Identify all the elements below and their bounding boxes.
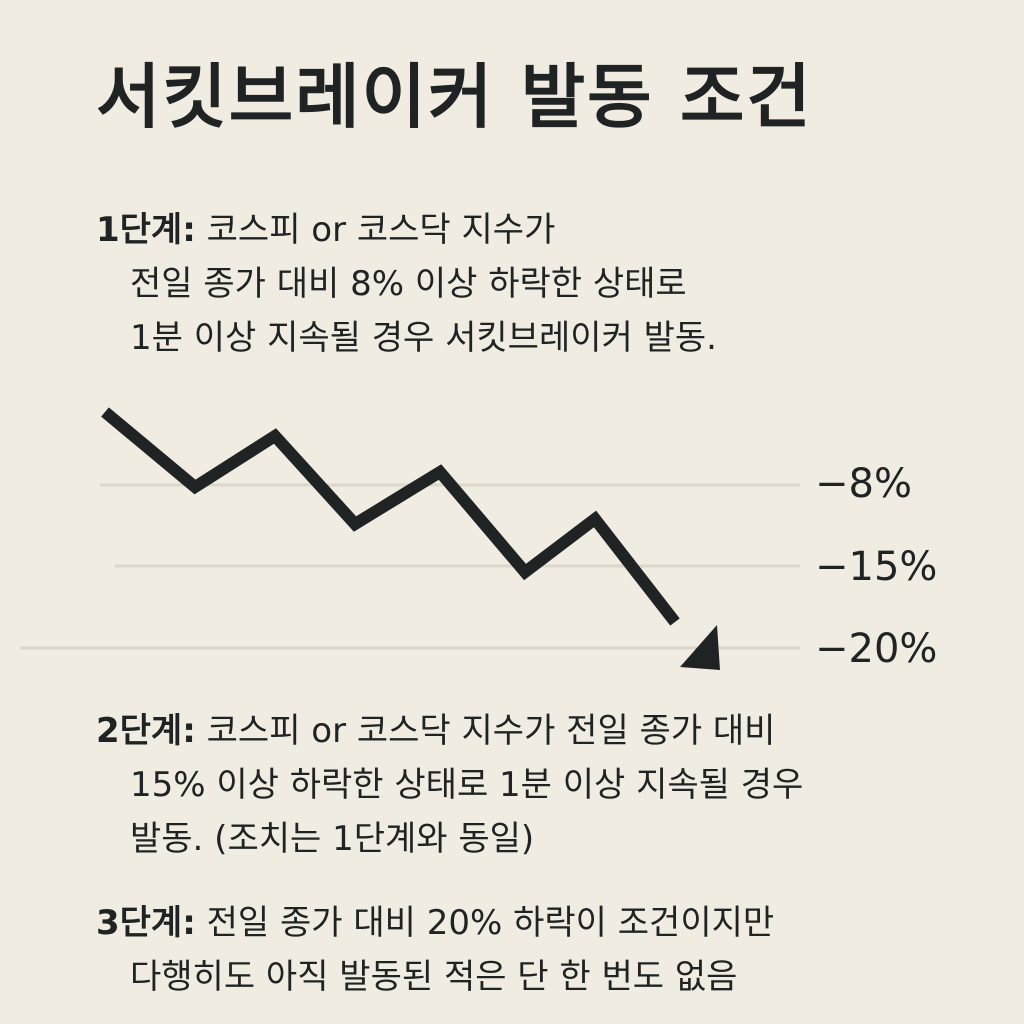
decline-illustration: −8% −15% −20% <box>0 390 1024 690</box>
step-3-line-1: 전일 종가 대비 20% 하락이 조건이지만 <box>206 903 775 943</box>
down-arrow-icon <box>680 625 720 670</box>
step-3-line-2: 다행히도 아직 발동된 적은 단 한 번도 없음 <box>130 957 738 997</box>
step-1-description: 1단계: 코스피 or 코스닥 지수가 전일 종가 대비 8% 이상 하락한 상… <box>96 203 717 365</box>
level-label-3: −20% <box>815 626 937 672</box>
step-2-line-2: 15% 이상 하락한 상태로 1분 이상 지속될 경우 <box>130 765 804 805</box>
step-3-label: 3단계: <box>96 903 196 943</box>
page-title: 서킷브레이커 발동 조건 <box>96 56 813 138</box>
level-label-1: −8% <box>815 461 912 507</box>
step-1-line-1: 코스피 or 코스닥 지수가 <box>206 210 556 250</box>
level-label-2: −15% <box>815 544 937 590</box>
step-2-label: 2단계: <box>96 711 196 751</box>
step-1-line-3: 1분 이상 지속될 경우 서킷브레이커 발동. <box>130 318 717 358</box>
step-2-line-1: 코스피 or 코스닥 지수가 전일 종가 대비 <box>206 711 776 751</box>
step-2-line-3: 발동. (조치는 1단계와 동일) <box>130 819 535 859</box>
step-1-label: 1단계: <box>96 210 196 250</box>
step-2-description: 2단계: 코스피 or 코스닥 지수가 전일 종가 대비 15% 이상 하락한 … <box>96 704 803 866</box>
falling-index-line <box>101 407 680 626</box>
step-1-line-2: 전일 종가 대비 8% 이상 하락한 상태로 <box>130 264 687 304</box>
step-3-description: 3단계: 전일 종가 대비 20% 하락이 조건이지만 다행히도 아직 발동된 … <box>96 896 774 1004</box>
